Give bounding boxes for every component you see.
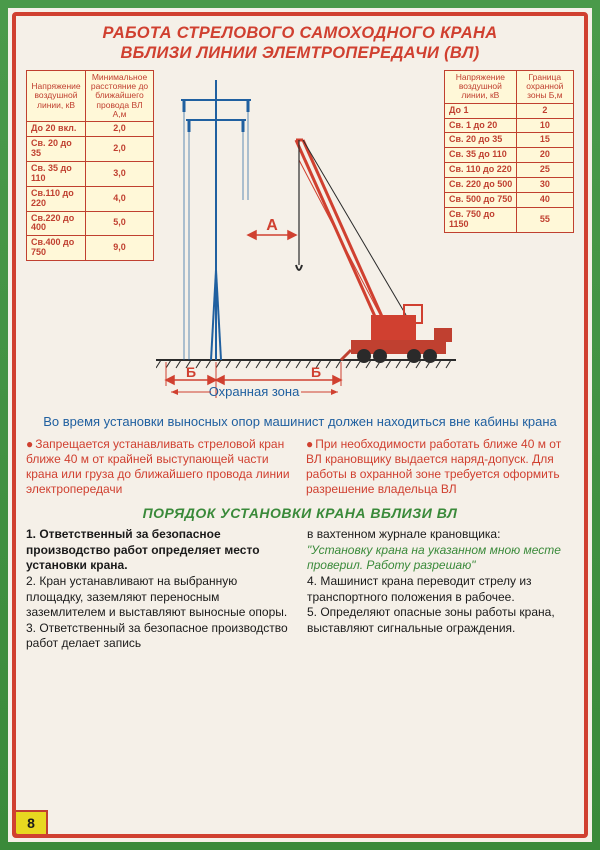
title-line1: РАБОТА СТРЕЛОВОГО САМОХОДНОГО КРАНА: [103, 24, 498, 42]
lc: 4,0: [86, 186, 154, 211]
page-title: РАБОТА СТРЕЛОВОГО САМОХОДНОГО КРАНА ВБЛИ…: [26, 24, 574, 64]
rc: 20: [516, 148, 573, 163]
p3: 3. Ответственный за безопасное производс…: [26, 621, 288, 651]
lc: 5,0: [86, 211, 154, 236]
crane-tower-diagram: А Б Б Охранная зона: [156, 70, 456, 400]
caption-blue: Во время установки выносных опор машинис…: [26, 414, 574, 430]
lc: Св.220 до 400: [27, 211, 86, 236]
p3b: в вахтенном журнале крановщика:: [307, 527, 500, 541]
lc: До 20 вкл.: [27, 122, 86, 137]
lc: Св.400 до 750: [27, 236, 86, 261]
rth1: Граница охранной зоны Б,м: [516, 70, 573, 103]
lc: 9,0: [86, 236, 154, 261]
zone-label: Охранная зона: [209, 384, 300, 399]
crane-icon: [296, 140, 452, 363]
quote: "Установку крана на указанном мною месте…: [307, 543, 574, 574]
rc: 25: [516, 163, 573, 178]
lth0: Напряжение воздушной линии, кВ: [27, 70, 86, 122]
diagram-area: Напряжение воздушной линии, кВ Минимальн…: [26, 70, 574, 410]
power-tower-icon: [181, 80, 251, 360]
page-number-badge: 8: [14, 810, 48, 836]
rc: 10: [516, 118, 573, 133]
lc: Св. 35 до 110: [27, 161, 86, 186]
title-line2: ВБЛИЗИ ЛИНИИ ЭЛЕМТРОПЕРЕДАЧИ (ВЛ): [120, 44, 479, 62]
label-b-left: Б: [186, 364, 196, 380]
bullet-left: Запрещается устанавливать стреловой кран…: [26, 437, 294, 497]
bullet-row: Запрещается устанавливать стреловой кран…: [26, 437, 574, 497]
lc: Св.110 до 220: [27, 186, 86, 211]
rc: 55: [516, 207, 573, 232]
label-b-right: Б: [311, 364, 321, 380]
section-title: ПОРЯДОК УСТАНОВКИ КРАНА ВБЛИЗИ ВЛ: [26, 505, 574, 521]
p5: 5. Определяют опасные зоны работы крана,…: [307, 605, 555, 635]
rc: 15: [516, 133, 573, 148]
lc: 2,0: [86, 122, 154, 137]
rc: 30: [516, 178, 573, 193]
lc: 3,0: [86, 161, 154, 186]
rc: 40: [516, 192, 573, 207]
p2: 2. Кран устанавливают на выбранную площа…: [26, 574, 287, 619]
p1: 1. Ответственный за безопасное производс…: [26, 527, 260, 572]
bullet-right: При необходимости работать ближе 40 м от…: [306, 437, 574, 497]
lc: 2,0: [86, 137, 154, 162]
p4: 4. Машинист крана переводит стрелу из тр…: [307, 574, 532, 604]
rc: 2: [516, 103, 573, 118]
lth1: Минимальное расстояние до ближайшего про…: [86, 70, 154, 122]
lc: Св. 20 до 35: [27, 137, 86, 162]
procedure-block: 1. Ответственный за безопасное производс…: [26, 527, 574, 652]
label-a: А: [266, 217, 278, 234]
left-table: Напряжение воздушной линии, кВ Минимальн…: [26, 70, 154, 262]
right-table: Напряжение воздушной линии, кВ Граница о…: [444, 70, 574, 233]
